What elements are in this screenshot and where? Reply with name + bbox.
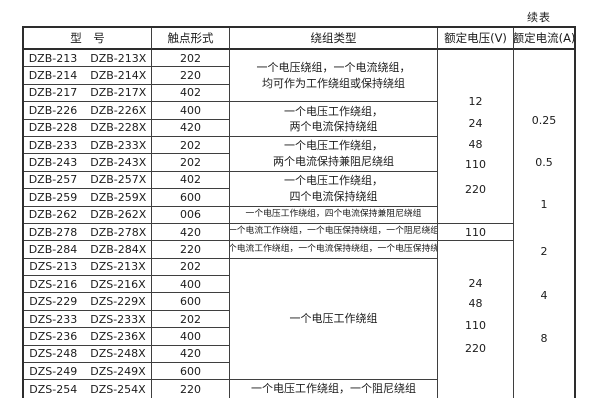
contact-form-cell: 202 xyxy=(152,310,230,329)
winding-type-cell: 一个电压工作绕组，一个阻尼绕组 xyxy=(230,380,438,398)
model-cell: DZB-278 DZB-278X xyxy=(24,223,152,242)
model-cell: DZB-284 DZB-284X xyxy=(24,241,152,259)
rated-voltage-cell: 110 xyxy=(438,223,514,242)
winding-type-cell: 一个电压工作绕组， 两个电流保持绕组 xyxy=(230,102,438,137)
rated-current-cell: 0.25 0.5 1 2 4 8 xyxy=(531,114,557,345)
contact-form-cell: 220 xyxy=(152,241,230,259)
contact-form-cell: 202 xyxy=(152,258,230,277)
model-cell: DZS-249 DZS-249X xyxy=(24,363,152,381)
contact-form-cell: 420 xyxy=(152,223,230,242)
header-rated-current: 额定电流(A) xyxy=(514,28,574,50)
contact-form-cell: 420 xyxy=(152,345,230,364)
contact-form-cell: 420 xyxy=(152,119,230,137)
model-cell: DZB-243 DZB-243X xyxy=(24,154,152,172)
winding-type-cell: 一个电压绕组，一个电流绕组， 均可作为工作绕组或保持绕组 xyxy=(230,50,438,103)
winding-type-cell: 一个电压工作绕组，四个电流保持兼阻尼绕组 xyxy=(230,206,438,224)
model-cell: DZS-229 DZS-229X xyxy=(24,293,152,311)
contact-form-cell: 600 xyxy=(152,293,230,311)
contact-form-cell: 400 xyxy=(152,328,230,346)
rated-voltage-cell: 12 24 48 110 220 xyxy=(438,50,514,224)
model-cell: DZB-228 DZB-228X xyxy=(24,119,152,137)
winding-type-cell: 一个电压工作绕组 xyxy=(230,258,438,381)
header-current-label: 额定电流(A) xyxy=(514,30,574,45)
model-cell: DZB-257 DZB-257X xyxy=(24,171,152,190)
contact-form-cell: 600 xyxy=(152,189,230,207)
contact-form-cell: 220 xyxy=(152,380,230,398)
contact-form-cell: 202 xyxy=(152,154,230,172)
model-cell: DZS-236 DZS-236X xyxy=(24,328,152,346)
header-winding-label: 绕组类型 xyxy=(310,30,357,45)
model-cell: DZS-254 DZS-254X xyxy=(24,380,152,398)
header-rated-voltage: 额定电压(V) xyxy=(438,28,514,50)
model-cell: DZB-259 DZB-259X xyxy=(24,189,152,207)
header-voltage-label: 额定电压(V) xyxy=(444,30,507,45)
continued-table-label: 续表 xyxy=(527,11,551,24)
header-model-label: 型 号 xyxy=(70,30,105,45)
model-cell: DZB-233 DZB-233X xyxy=(24,136,152,155)
contact-form-cell: 400 xyxy=(152,276,230,294)
winding-type-cell: 一个电流工作绕组，一个电流保持绕组，一个电压保持绕组 xyxy=(230,241,438,259)
contact-form-cell: 600 xyxy=(152,363,230,381)
model-cell: DZS-233 DZS-233X xyxy=(24,310,152,329)
contact-form-cell: 202 xyxy=(152,136,230,155)
contact-form-cell: 402 xyxy=(152,171,230,190)
contact-form-cell: 400 xyxy=(152,102,230,120)
contact-form-cell: 202 xyxy=(152,50,230,68)
header-model: 型 号 xyxy=(24,28,152,50)
rated-voltage-cell: 24 48 110 220 xyxy=(438,241,514,398)
winding-type-cell: 一个电压工作绕组， 两个电流保持兼阻尼绕组 xyxy=(230,136,438,172)
model-cell: DZB-226 DZB-226X xyxy=(24,102,152,120)
model-cell: DZS-248 DZS-248X xyxy=(24,345,152,364)
model-cell: DZS-213 DZS-213X xyxy=(24,258,152,277)
contact-form-cell: 006 xyxy=(152,206,230,224)
model-cell: DZB-214 DZB-214X xyxy=(24,67,152,85)
header-winding-type: 绕组类型 xyxy=(230,28,438,50)
model-cell: DZS-216 DZS-216X xyxy=(24,276,152,294)
header-contact-form: 触点形式 xyxy=(152,28,230,50)
winding-type-cell: 一个电流工作绕组，一个电压保持绕组，一个阻尼绕组 xyxy=(230,223,438,242)
model-cell: DZB-213 DZB-213X xyxy=(24,50,152,68)
model-cell: DZB-217 DZB-217X xyxy=(24,84,152,103)
contact-form-cell: 220 xyxy=(152,67,230,85)
model-cell: DZB-262 DZB-262X xyxy=(24,206,152,224)
header-contact-label: 触点形式 xyxy=(167,30,214,45)
winding-type-cell: 一个电压工作绕组， 四个电流保持绕组 xyxy=(230,171,438,207)
contact-form-cell: 402 xyxy=(152,84,230,103)
relay-spec-table: 型 号 触点形式 绕组类型 额定电压(V) 额定电流(A) DZB-213 DZB… xyxy=(22,26,576,398)
